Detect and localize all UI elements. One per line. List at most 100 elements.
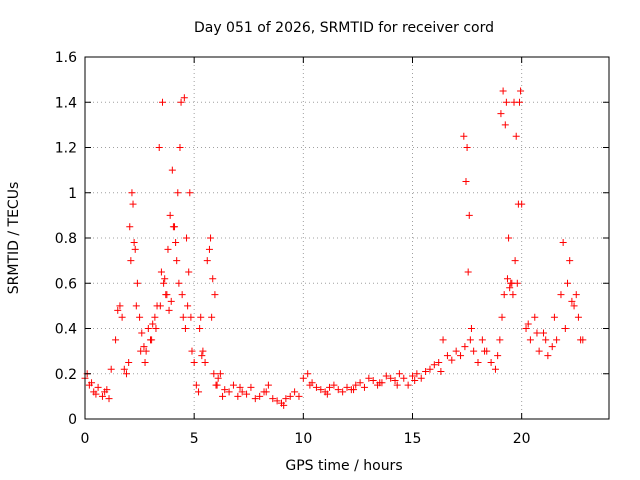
data-point [188, 347, 196, 355]
data-point [487, 358, 495, 366]
data-point [190, 358, 198, 366]
data-point [98, 392, 106, 400]
data-point [116, 302, 124, 310]
data-point [299, 374, 307, 382]
data-point [430, 361, 438, 369]
data-point [88, 379, 96, 387]
data-point [376, 379, 384, 387]
data-point [280, 401, 288, 409]
data-point [207, 234, 215, 242]
data-point [409, 372, 416, 380]
data-point [343, 383, 351, 391]
data-point [304, 370, 312, 378]
data-point [136, 313, 144, 321]
data-point [491, 365, 499, 373]
data-point [462, 177, 470, 185]
data-point [435, 358, 443, 366]
data-point [238, 388, 246, 396]
y-tick-label: 0 [68, 412, 77, 428]
data-point [365, 374, 373, 382]
data-point [161, 275, 169, 283]
data-point [404, 381, 412, 389]
data-point [221, 386, 229, 394]
data-point [151, 313, 159, 321]
data-point [165, 306, 173, 314]
data-point [542, 336, 550, 344]
data-point [508, 279, 516, 287]
data-point [452, 347, 460, 355]
data-point [509, 291, 517, 299]
data-point [208, 313, 216, 321]
data-point [152, 325, 160, 332]
data-point [183, 234, 191, 242]
y-tick-label: 1.6 [55, 50, 77, 66]
data-point [330, 381, 338, 389]
y-tick-label: 0.8 [55, 231, 77, 247]
data-point [120, 365, 128, 373]
data-point [334, 386, 342, 394]
data-point [172, 239, 180, 247]
data-point [107, 365, 115, 373]
data-point [514, 200, 522, 208]
y-tick-label: 0.2 [55, 367, 77, 383]
data-point [463, 144, 471, 151]
data-point [382, 372, 390, 380]
data-point [286, 392, 294, 400]
y-tick-label: 0.4 [55, 322, 77, 338]
data-point [269, 395, 277, 403]
data-point [166, 211, 174, 219]
data-point [360, 383, 368, 391]
data-point [557, 291, 565, 299]
data-point [282, 395, 290, 403]
data-point [369, 377, 377, 385]
data-point [126, 223, 134, 231]
y-tick-label: 1 [68, 186, 77, 202]
data-point [577, 336, 585, 344]
data-point [185, 268, 193, 276]
data-point [500, 291, 508, 299]
data-point [312, 383, 320, 391]
data-point [219, 392, 227, 400]
data-point [306, 381, 314, 389]
data-point [160, 279, 168, 287]
data-point [460, 132, 468, 140]
data-point [197, 313, 205, 321]
data-point [501, 121, 509, 129]
data-point [149, 320, 157, 328]
data-point [512, 132, 520, 140]
data-point [517, 87, 525, 95]
data-point [141, 358, 149, 366]
data-point [524, 320, 532, 328]
data-point [128, 189, 136, 197]
data-point [395, 370, 403, 378]
data-point [510, 98, 518, 106]
data-point [422, 367, 430, 375]
data-point [326, 383, 334, 391]
data-point [169, 223, 177, 231]
data-point [291, 388, 299, 396]
data-point [175, 279, 183, 287]
data-point [92, 390, 100, 398]
data-point [144, 325, 152, 332]
data-point [105, 395, 113, 403]
y-tick-label: 1.4 [55, 95, 77, 111]
data-point [323, 390, 331, 398]
data-point [195, 388, 203, 396]
data-point [443, 352, 451, 360]
data-point [550, 313, 558, 321]
x-tick-label: 20 [513, 431, 531, 447]
y-tick-label: 1.2 [55, 141, 77, 157]
x-tick-label: 15 [404, 431, 422, 447]
data-point [196, 325, 204, 332]
data-point [481, 347, 489, 355]
data-point [186, 189, 194, 197]
data-point [205, 245, 213, 253]
data-point [214, 374, 222, 382]
data-point [225, 388, 233, 396]
data-point [138, 329, 146, 337]
data-point [439, 336, 447, 344]
data-point [177, 98, 185, 106]
x-tick-label: 0 [81, 431, 90, 447]
